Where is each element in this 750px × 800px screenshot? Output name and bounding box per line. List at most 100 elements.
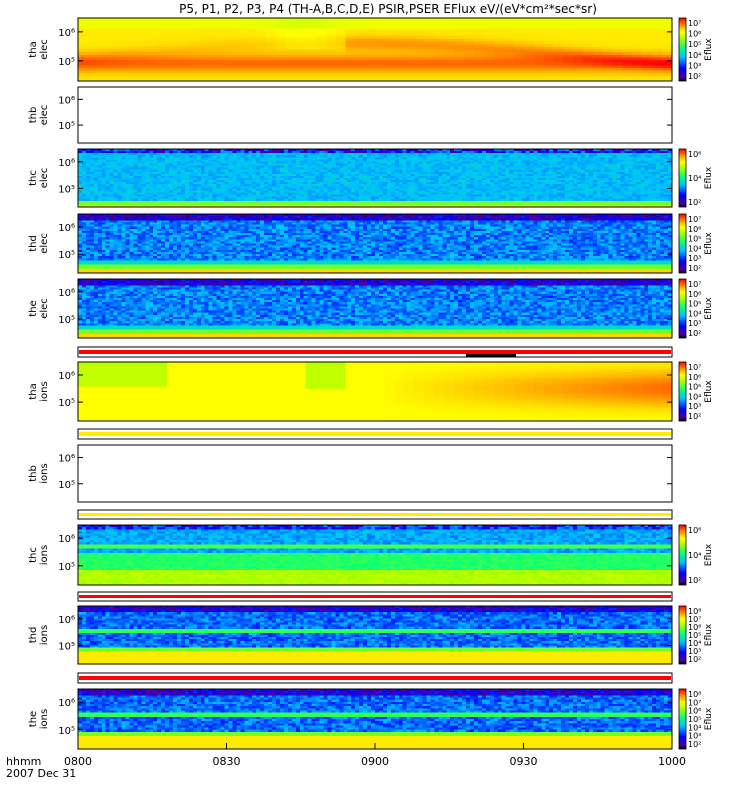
spectrogram-cell — [200, 159, 206, 163]
spectrogram-cell — [375, 161, 380, 165]
spectrogram-cell — [125, 194, 131, 198]
spectrogram-cell — [642, 78, 653, 82]
spectrogram-cell — [252, 167, 257, 171]
spectrogram-cell — [196, 188, 202, 192]
spectrogram-cell — [87, 39, 99, 43]
spectrogram-cell — [474, 23, 485, 27]
spectrogram-cell — [276, 52, 287, 56]
spectrogram-cell — [206, 44, 218, 48]
spectrogram-cell — [347, 171, 352, 175]
spectrogram-cell — [315, 155, 321, 158]
spectrogram-cell — [662, 70, 673, 74]
spectrogram-cell — [592, 18, 604, 22]
spectrogram-cell — [206, 60, 218, 64]
spectrogram-cell — [434, 60, 445, 64]
spectrogram-cell — [602, 25, 614, 30]
spectrogram-cell — [157, 52, 168, 56]
spectrogram-cell — [165, 157, 170, 160]
spectrogram-cell — [226, 67, 237, 72]
spectrogram-cell — [543, 33, 554, 37]
spectrogram-cell — [563, 41, 574, 45]
spectrogram-cell — [652, 62, 663, 66]
spectrogram-cell — [248, 151, 253, 154]
spectrogram-cell — [206, 54, 218, 58]
spectrogram-cell — [582, 54, 594, 58]
spectrogram-cell — [113, 151, 119, 154]
spectrogram-cell — [384, 70, 396, 74]
spectrogram-cell — [307, 175, 313, 179]
spectrogram-cell — [173, 157, 178, 160]
spectrogram-cell — [153, 182, 158, 185]
spectrogram-cell — [240, 188, 245, 192]
spectrogram-cell — [228, 157, 234, 160]
spectrogram-cell — [339, 157, 344, 160]
spectrogram-cell — [343, 192, 348, 196]
spectrogram-cell — [335, 204, 340, 208]
spectrogram-cells — [78, 149, 673, 208]
spectrogram-cell — [169, 202, 174, 206]
spectrogram-cell — [343, 159, 348, 163]
spectrogram-cell — [483, 78, 495, 82]
spectrogram-cell — [149, 153, 154, 156]
spectrogram-cell — [236, 198, 241, 202]
spectrogram-cell — [177, 178, 182, 181]
spectrogram-cell — [93, 180, 99, 183]
spectrogram-cell — [101, 200, 107, 204]
spectrogram-cell — [186, 54, 198, 58]
spectrogram-cell — [147, 62, 158, 66]
spectrogram-cell — [365, 23, 376, 27]
spectrogram-cell — [256, 149, 261, 152]
spectrogram-cell — [375, 28, 386, 32]
spectrogram-cell — [355, 75, 366, 79]
spectrogram-cell — [307, 190, 313, 194]
spectrogram-cell — [133, 194, 138, 198]
spectrogram-cell — [266, 33, 277, 37]
spectrogram-cell — [404, 36, 416, 40]
spectrogram-cell — [454, 39, 465, 43]
spectrogram-cell — [335, 44, 346, 48]
spectrogram-cell — [652, 70, 663, 74]
spectrogram-cell — [283, 153, 289, 156]
spectrogram-cell — [355, 18, 366, 22]
spectrogram-cell — [652, 73, 663, 77]
spectrogram-cell — [424, 39, 435, 43]
spectrogram-cell — [157, 188, 162, 192]
spectrogram-cell — [240, 178, 245, 181]
spectrogram-cell — [153, 204, 158, 208]
spectrogram-cell — [169, 171, 174, 175]
spectrogram-cell — [129, 204, 135, 208]
spectrogram-cell — [493, 65, 505, 69]
spectrogram-cell — [177, 151, 182, 154]
spectrogram-cell — [177, 33, 188, 37]
spectrogram-cell — [414, 39, 426, 43]
spectrogram-cell — [662, 49, 673, 53]
spectrogram-cell — [602, 28, 614, 32]
spectrogram-cell — [200, 173, 206, 177]
spectrogram-cell — [335, 31, 346, 35]
spectrogram-cell — [129, 163, 135, 167]
spectrogram-cell — [220, 186, 226, 189]
spectrogram-cell — [279, 188, 285, 192]
spectrogram-cell — [157, 23, 168, 27]
spectrogram-cell — [186, 65, 198, 69]
spectrogram-cell — [404, 62, 416, 66]
spectrogram-cell — [236, 204, 241, 208]
spectrogram-cell — [153, 167, 158, 171]
spectrogram-cell — [224, 190, 230, 194]
spectrogram-cell — [424, 78, 435, 82]
spectrogram-cell — [335, 180, 340, 183]
spectrogram-cell — [279, 175, 285, 179]
spectrogram-cell — [315, 192, 321, 196]
spectrogram-cell — [228, 204, 234, 208]
spectrogram-cell — [299, 184, 305, 187]
spectrogram-cell — [602, 46, 614, 51]
spectrogram-cell — [196, 192, 202, 196]
spectrogram-cell — [582, 28, 594, 32]
spectrogram-cell — [186, 52, 198, 56]
spectrogram-cell — [295, 18, 307, 22]
spectrogram-cell — [483, 54, 495, 58]
spectrogram-cell — [347, 204, 352, 208]
spectrogram-cell — [295, 46, 307, 51]
spectrogram-cell — [363, 173, 368, 177]
